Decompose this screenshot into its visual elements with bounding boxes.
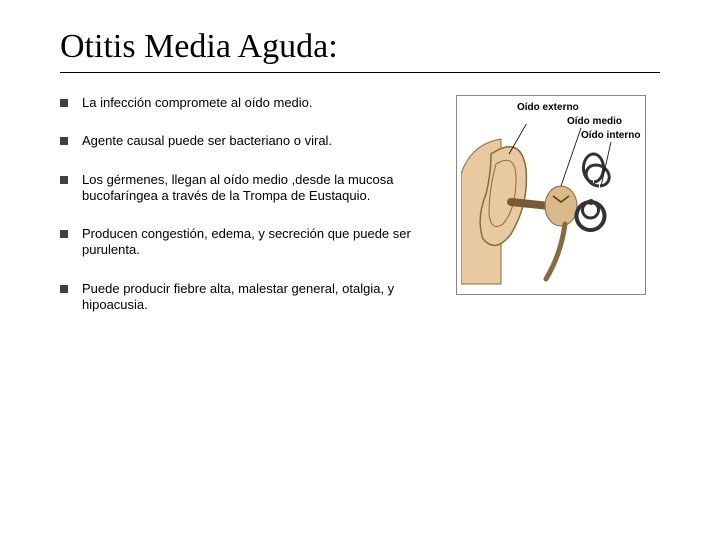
bullet-text: Los gérmenes, llegan al oído medio ,desd… — [82, 172, 440, 205]
list-item: Agente causal puede ser bacteriano o vir… — [60, 133, 440, 149]
slide-container: Otitis Media Aguda: La infección comprom… — [0, 0, 720, 540]
bullet-text: Producen congestión, edema, y secreción … — [82, 226, 440, 259]
square-bullet-icon — [60, 285, 68, 293]
bullet-text: Agente causal puede ser bacteriano o vir… — [82, 133, 332, 149]
content-row: La infección compromete al oído medio. A… — [60, 95, 660, 335]
square-bullet-icon — [60, 176, 68, 184]
square-bullet-icon — [60, 230, 68, 238]
list-item: Puede producir fiebre alta, malestar gen… — [60, 281, 440, 314]
title-underline — [60, 72, 660, 73]
list-item: Los gérmenes, llegan al oído medio ,desd… — [60, 172, 440, 205]
bullet-text: Puede producir fiebre alta, malestar gen… — [82, 281, 440, 314]
square-bullet-icon — [60, 99, 68, 107]
ear-anatomy-icon — [461, 124, 641, 294]
bullet-text: La infección compromete al oído medio. — [82, 95, 313, 111]
diagram-label-outer: Oído externo — [517, 102, 579, 113]
slide-title: Otitis Media Aguda: — [60, 28, 660, 66]
ear-diagram: Oído externo Oído medio Oído interno — [456, 95, 646, 295]
square-bullet-icon — [60, 137, 68, 145]
list-item: Producen congestión, edema, y secreción … — [60, 226, 440, 259]
diagram-column: Oído externo Oído medio Oído interno — [456, 95, 646, 335]
list-item: La infección compromete al oído medio. — [60, 95, 440, 111]
bullet-list: La infección compromete al oído medio. A… — [60, 95, 440, 335]
